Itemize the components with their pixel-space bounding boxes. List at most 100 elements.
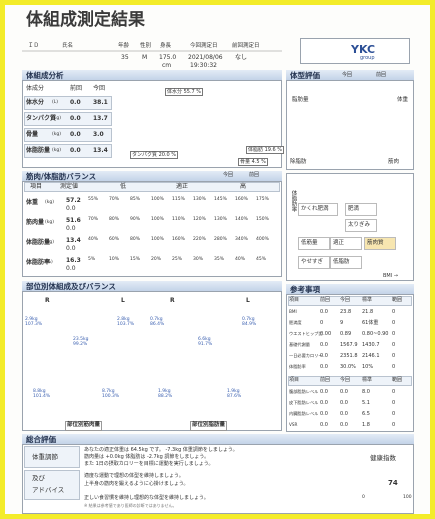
column-header: 今回 [340, 297, 351, 303]
scale-label: 10% [109, 257, 120, 262]
part-value: 0.7kg 84.9% [242, 317, 257, 327]
part-value: 8.8kg 101.4% [33, 389, 51, 399]
cell-value: 0.0 [340, 422, 348, 428]
scale-label: 90% [130, 217, 141, 222]
scale-label: 5% [88, 257, 96, 262]
column-header: 標準 [362, 377, 373, 383]
advice-text: 正しい食習慣を維持し理想的な体型を維持しましょう。 [84, 495, 209, 501]
previous-value: 0.0 [66, 265, 76, 272]
row-name: 骨量 [26, 131, 39, 138]
scale-label: 220% [193, 237, 206, 242]
table-row [24, 96, 112, 110]
part-value: 2.8kg 103.7% [117, 317, 135, 327]
part-value: 1.9kg 87.6% [227, 389, 242, 399]
scale-label: 400% [256, 237, 269, 242]
scale-label: 100% [151, 237, 164, 242]
score-min: 0 [362, 495, 365, 500]
radar-label: 体重 [397, 97, 409, 103]
scale-label: 80% [130, 237, 141, 242]
cell-value: 0 [392, 422, 396, 428]
cell-value: 2351.8 [340, 353, 358, 359]
row-unit: (%) [45, 260, 53, 265]
cell-value: 0 [392, 309, 396, 315]
side-label: R [170, 297, 175, 304]
scale-label: 160% [172, 237, 185, 242]
cell-value: 8.0 [362, 389, 370, 395]
header-label: ＩＤ [28, 43, 40, 49]
cell-value: 0 [392, 389, 396, 395]
column-header: 高 [240, 183, 247, 190]
cell-value: 0.0 [340, 400, 348, 406]
time: 19:30:32 [190, 62, 217, 69]
row-name: 体脂肪量 [26, 147, 51, 154]
type-label: 低筋量 [301, 240, 318, 246]
cell-value: 30.0% [340, 364, 356, 370]
scale-label: 85% [130, 197, 141, 202]
previous-value: 0.0 [66, 245, 76, 252]
age: 35 [121, 54, 129, 61]
scale-label: 45% [256, 257, 267, 262]
scale-label: 25% [172, 257, 183, 262]
cell-value: 0.0 [320, 389, 328, 395]
previous-value: 0.0 [70, 115, 81, 122]
advice-text: また 1日の摂取カロリーを目標に運動を実行しましょう。 [84, 461, 214, 467]
type-label: 肥満 [348, 206, 360, 212]
row-name: 皮下脂肪レベル [289, 400, 319, 405]
cell-value: 0.0 [320, 400, 328, 406]
advice-text: 上半身の筋肉を鍛えるように心掛けましょう。 [84, 481, 189, 487]
slice-label: 体水分 55.7 % [165, 88, 204, 96]
type-cell [364, 237, 396, 250]
cell-value: 0.0 [320, 353, 328, 359]
row-unit: (kg) [45, 220, 54, 225]
section-title: 部位別体組成及びバランス [26, 282, 116, 291]
y-label: 体脂肪率 [290, 190, 297, 212]
row-name: 肥満度 [289, 320, 302, 325]
height-unit: cm [162, 62, 172, 69]
row-unit: (kg) [52, 148, 61, 153]
scale-label: 40% [88, 237, 99, 242]
table-header [288, 296, 412, 306]
legend-label: 今回 [342, 72, 353, 78]
scale-label: 60% [109, 237, 120, 242]
column-header: 体成分 [26, 85, 45, 92]
row-unit: (kg) [45, 240, 54, 245]
row-name: 一日必要カロリー [289, 353, 323, 358]
scale-label: 35% [214, 257, 225, 262]
column-header: 項目 [289, 377, 300, 383]
logo-sub: group [360, 55, 375, 61]
section-title: 参考事項 [290, 285, 320, 294]
cell-value: 0 [392, 342, 396, 348]
side-label: R [45, 297, 50, 304]
cell-value: 0.80~0.90 [362, 331, 389, 337]
cell-value: 1430.7 [362, 342, 380, 348]
current-value: 13.4 [66, 237, 81, 244]
label-cell [24, 470, 80, 500]
score-max: 100 [403, 495, 412, 500]
reference-section-head [286, 284, 414, 295]
cell-value: 0 [392, 364, 396, 370]
header-label: 年齢 [118, 43, 130, 49]
part-value: 8.7kg 100.3% [102, 389, 120, 399]
cell-value: 0.0 [320, 422, 328, 428]
column-header: 前回 [320, 377, 331, 383]
cell-value: 9 [340, 320, 344, 326]
scale-label: 175% [256, 197, 269, 202]
table-row [24, 144, 112, 158]
score: 74 [388, 479, 398, 487]
slice-label: 体脂肪 19.6 % [246, 146, 285, 154]
scale-label: 70% [88, 217, 99, 222]
advice-text: 適度な運動で理想の体型を維持しましょう。 [84, 473, 184, 479]
scale-label: 130% [214, 217, 227, 222]
column-header: 今回 [340, 377, 351, 383]
current-value: 13.7 [93, 115, 108, 122]
header-label: 今回測定日 [190, 43, 218, 49]
overall-section-head [22, 434, 414, 445]
type-cell [298, 256, 330, 269]
scale-label: 160% [235, 197, 248, 202]
table-row [24, 112, 112, 126]
reference-section [286, 284, 414, 432]
type-label: 低脂肪 [333, 259, 350, 265]
row-name: 筋肉量 [26, 219, 45, 226]
header-label: 氏名 [62, 43, 74, 49]
cell-value: 21.8 [362, 309, 374, 315]
